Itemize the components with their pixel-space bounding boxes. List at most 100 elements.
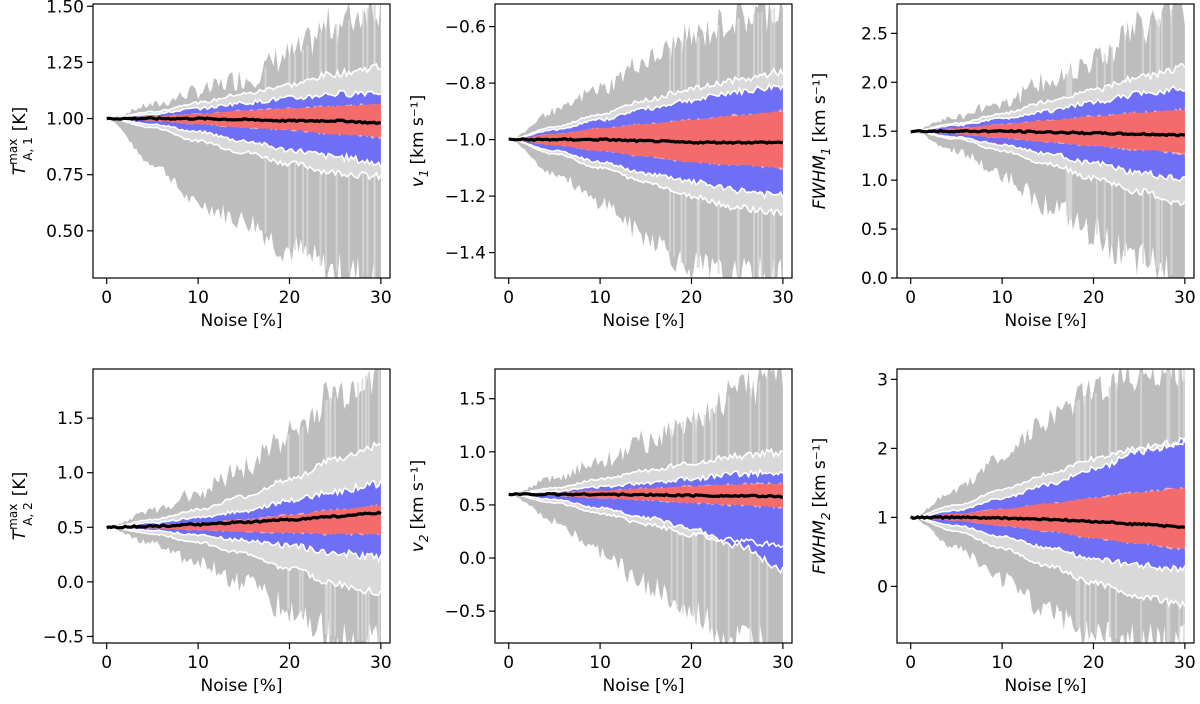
x-tick-label: 20 [1083, 288, 1105, 308]
x-axis-label: Noise [%] [603, 676, 685, 696]
y-tick-label: 0.0 [459, 549, 486, 569]
contour-line [910, 63, 1186, 132]
median-line [909, 514, 1186, 530]
axes-frame [92, 3, 391, 279]
y-tick-label: 0.5 [459, 496, 486, 516]
contour-line [106, 117, 382, 181]
x-tick-label: 10 [187, 288, 209, 308]
axes-frame [896, 368, 1195, 644]
plot-area [909, 369, 1186, 643]
y-tick-label: −0.5 [445, 602, 486, 622]
panel-FWHM1: 0 10 20 30 0.0 0.5 1.0 1.5 2.0 2.5 Noise [%] FWHM1[… [810, 3, 1196, 331]
contour-line [106, 62, 382, 120]
median-line [910, 128, 1186, 138]
panel-T1: 0 10 20 30 0.50 0.75 1.00 1.25 1.50 Noise [%] Tmax… [6, 0, 392, 331]
x-tick-label: 20 [1083, 653, 1105, 673]
y-tick-label: 1.0 [459, 443, 486, 463]
x-tick-label: 0 [905, 653, 916, 673]
x-tick-label: 0 [503, 653, 514, 673]
y-tick-label: 2 [877, 439, 888, 459]
axes-frame [92, 368, 391, 644]
contour-line [508, 468, 784, 496]
panel-v1: 0 10 20 30 −1.4 −1.2 −1.0 −0.8 −0.6 Noise [%] v1[k… [408, 3, 794, 331]
y-tick-label: 0 [877, 577, 888, 597]
x-tick-label: 30 [1174, 288, 1196, 308]
contour-line [910, 436, 1186, 519]
x-axis-label: Noise [%] [1005, 676, 1087, 696]
y-axis-label: TmaxA, 1[K] [6, 107, 35, 175]
contour-line [508, 82, 784, 141]
contour-line [508, 67, 784, 141]
x-tick-label: 10 [991, 653, 1013, 673]
x-tick-label: 30 [370, 288, 392, 308]
y-tick-label: 2.0 [861, 73, 888, 93]
y-tick-label: 0.5 [861, 220, 888, 240]
x-tick-label: 30 [772, 653, 794, 673]
contour-line [106, 89, 382, 120]
y-tick-label: 1.0 [57, 464, 84, 484]
axes-frame [896, 3, 1195, 279]
contour-line [106, 441, 382, 529]
y-tick-label: −0.6 [445, 18, 486, 38]
x-tick-label: 0 [503, 288, 514, 308]
median-line [508, 137, 784, 145]
plot-area [106, 4, 382, 278]
plot-area [508, 4, 784, 278]
y-tick-label: 1.5 [459, 390, 486, 410]
y-tick-label: 0.0 [57, 573, 84, 593]
axes-frame [494, 3, 793, 279]
contour-line [508, 447, 784, 496]
y-tick-label: −1.2 [445, 187, 486, 207]
contour-line [508, 493, 784, 549]
plot-area [508, 369, 784, 643]
x-tick-label: 20 [681, 653, 703, 673]
median-line [106, 115, 381, 126]
x-axis-label: Noise [%] [1005, 311, 1087, 331]
x-tick-label: 20 [681, 288, 703, 308]
contour-line [910, 516, 1186, 610]
contour-line [106, 526, 382, 564]
panel-T2: 0 10 20 30 −0.5 0.0 0.5 1.0 1.5 Noise [%] TmaxA, 2… [6, 368, 392, 696]
x-tick-label: 0 [101, 653, 112, 673]
y-tick-label: 1.5 [57, 409, 84, 429]
y-tick-label: −0.8 [445, 74, 486, 94]
y-tick-label: 0.75 [46, 166, 84, 186]
y-tick-label: 1.00 [46, 110, 84, 130]
plot-area [106, 369, 382, 643]
x-tick-label: 30 [1174, 653, 1196, 673]
x-tick-label: 30 [370, 653, 392, 673]
y-axis-label: v1[km s⁻¹] [408, 95, 431, 187]
x-tick-label: 10 [187, 653, 209, 673]
contour-line [508, 138, 784, 217]
x-axis-label: Noise [%] [201, 676, 283, 696]
contour-line [910, 437, 1186, 519]
panel-v2: 0 10 20 30 −0.5 0.0 0.5 1.0 1.5 Noise [%] v2[km s⁻… [408, 368, 794, 696]
axes-frame [494, 368, 793, 644]
x-tick-label: 20 [279, 653, 301, 673]
x-tick-label: 30 [772, 288, 794, 308]
contour-line [910, 130, 1186, 182]
y-tick-label: 0.0 [861, 269, 888, 289]
x-tick-label: 20 [279, 288, 301, 308]
y-axis-label: FWHM2[km s⁻¹] [810, 438, 833, 574]
y-axis-label: FWHM1[km s⁻¹] [810, 73, 833, 209]
x-tick-label: 10 [589, 288, 611, 308]
contour-line [508, 493, 784, 575]
contour-line [910, 85, 1185, 132]
x-axis-label: Noise [%] [201, 311, 283, 331]
y-tick-label: 2.5 [861, 24, 888, 44]
x-tick-label: 10 [589, 653, 611, 673]
y-tick-label: −0.5 [43, 627, 84, 647]
median-line [106, 510, 382, 530]
contour-line [508, 138, 784, 200]
y-tick-label: 3 [877, 370, 888, 390]
y-tick-label: −1.0 [445, 131, 486, 151]
y-tick-label: −1.4 [445, 244, 486, 264]
y-tick-label: 1.25 [46, 53, 84, 73]
plot-area [910, 4, 1186, 278]
x-axis-label: Noise [%] [603, 311, 685, 331]
y-axis-label: v2[km s⁻¹] [408, 460, 431, 552]
contour-line [910, 130, 1186, 206]
contour-line [106, 526, 382, 596]
